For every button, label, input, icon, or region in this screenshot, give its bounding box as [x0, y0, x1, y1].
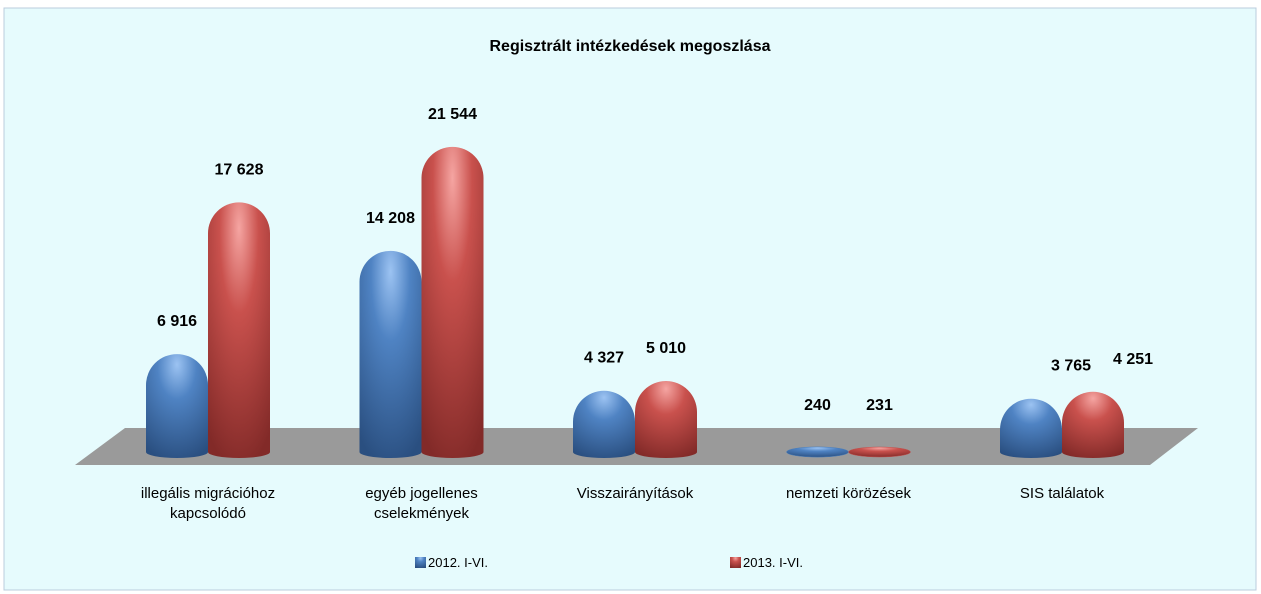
data-label: 5 010: [646, 340, 686, 357]
bar: [635, 381, 697, 458]
bar: [573, 390, 635, 458]
data-label: 4 327: [584, 350, 624, 367]
data-label: 14 208: [366, 210, 415, 227]
bar: [786, 446, 849, 458]
data-label: 231: [866, 397, 893, 414]
bar: [359, 250, 422, 458]
data-label: 3 765: [1051, 358, 1091, 375]
bar: [1062, 391, 1124, 458]
legend-label: 2013. I-VI.: [743, 555, 803, 570]
data-label: 17 628: [215, 161, 264, 178]
legend-label: 2012. I-VI.: [428, 555, 488, 570]
data-label: 21 544: [428, 106, 477, 123]
data-label: 4 251: [1113, 351, 1153, 368]
bar: [146, 354, 208, 458]
bar: [1000, 398, 1062, 458]
bar: [208, 202, 270, 458]
legend-swatch: [415, 557, 426, 568]
x-tick-label: Visszairányítások: [576, 485, 694, 502]
chart-title: Regisztrált intézkedések megoszlása: [489, 38, 770, 55]
data-label: 240: [804, 397, 831, 414]
x-tick-label: illegális migrációhoz kapcsolódó: [140, 485, 276, 522]
bar: [421, 146, 484, 459]
x-tick-label: nemzeti körözések: [785, 485, 912, 502]
x-tick-label: SIS találatok: [1019, 485, 1105, 502]
legend-swatch: [730, 557, 741, 568]
data-label: 6 916: [157, 313, 197, 330]
bar: [848, 446, 911, 458]
x-tick-label: egyéb jogellenes cselekmények: [365, 485, 478, 522]
